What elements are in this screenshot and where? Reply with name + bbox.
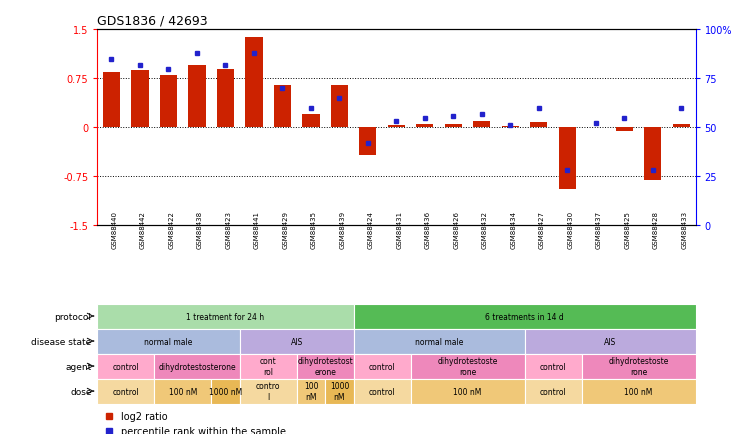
Text: GSM88425: GSM88425 [625, 210, 631, 249]
Bar [245, 38, 263, 128]
Bar [411, 378, 524, 404]
Bar [417, 125, 434, 128]
Bar [559, 128, 576, 190]
Text: GSM88436: GSM88436 [425, 210, 431, 249]
Bar [411, 354, 524, 378]
Bar [103, 72, 120, 128]
Bar [354, 304, 696, 329]
Bar [297, 378, 325, 404]
Text: AIS: AIS [604, 337, 616, 346]
Bar [217, 69, 234, 128]
Bar [331, 85, 348, 128]
Bar [582, 378, 696, 404]
Bar [211, 378, 239, 404]
Bar [524, 354, 582, 378]
Bar [502, 127, 519, 128]
Text: control: control [112, 362, 139, 371]
Text: dihydrotestoste
rone: dihydrotestoste rone [438, 356, 498, 376]
Bar [524, 329, 696, 354]
Text: GSM88423: GSM88423 [225, 210, 231, 249]
Text: log2 ratio: log2 ratio [121, 411, 168, 421]
Text: GSM88437: GSM88437 [596, 210, 602, 249]
Text: dihydrotestost
erone: dihydrotestost erone [297, 356, 353, 376]
Text: 1000 nM: 1000 nM [209, 387, 242, 396]
Text: protocol: protocol [55, 312, 91, 321]
Text: GSM88429: GSM88429 [283, 210, 289, 249]
Bar [354, 329, 524, 354]
Text: GSM88434: GSM88434 [510, 210, 516, 249]
Text: disease state: disease state [31, 337, 91, 346]
Text: GSM88442: GSM88442 [140, 210, 146, 249]
Text: GSM88427: GSM88427 [539, 210, 545, 249]
Bar [188, 66, 206, 128]
Text: GSM88440: GSM88440 [111, 210, 117, 249]
Text: GSM88428: GSM88428 [653, 210, 659, 249]
Text: AIS: AIS [290, 337, 303, 346]
Text: dihydrotestoste
rone: dihydrotestoste rone [608, 356, 669, 376]
Bar [97, 378, 154, 404]
Text: GSM88431: GSM88431 [396, 210, 402, 249]
Text: GSM88424: GSM88424 [368, 210, 374, 249]
Bar [97, 304, 354, 329]
Bar [239, 378, 297, 404]
Text: agent: agent [65, 362, 91, 371]
Text: contro
l: contro l [256, 381, 280, 401]
Text: GSM88439: GSM88439 [340, 210, 346, 249]
Bar [524, 378, 582, 404]
Bar [239, 329, 354, 354]
Bar [582, 354, 696, 378]
Bar [445, 125, 462, 128]
Bar [530, 123, 548, 128]
Text: control: control [540, 362, 566, 371]
Text: 100
nM: 100 nM [304, 381, 318, 401]
Text: GDS1836 / 42693: GDS1836 / 42693 [97, 15, 208, 28]
Bar [97, 329, 239, 354]
Text: control: control [369, 387, 396, 396]
Text: 100 nM: 100 nM [625, 387, 653, 396]
Bar [297, 354, 354, 378]
Bar [132, 71, 149, 128]
Text: GSM88433: GSM88433 [681, 210, 687, 249]
Bar [325, 378, 354, 404]
Bar [473, 122, 491, 128]
Text: dihydrotestosterone: dihydrotestosterone [158, 362, 236, 371]
Text: GSM88422: GSM88422 [168, 210, 174, 249]
Bar [154, 378, 211, 404]
Text: cont
rol: cont rol [260, 356, 277, 376]
Bar [673, 125, 690, 128]
Bar [160, 76, 177, 128]
Bar [154, 354, 239, 378]
Bar [239, 354, 297, 378]
Text: percentile rank within the sample: percentile rank within the sample [121, 426, 286, 434]
Text: GSM88432: GSM88432 [482, 210, 488, 249]
Text: GSM88430: GSM88430 [568, 210, 574, 249]
Text: normal male: normal male [144, 337, 193, 346]
Text: 1000
nM: 1000 nM [330, 381, 349, 401]
Bar [274, 85, 291, 128]
Bar [388, 126, 405, 128]
Text: normal male: normal male [415, 337, 463, 346]
Bar [354, 354, 411, 378]
Bar [354, 378, 411, 404]
Text: GSM88435: GSM88435 [311, 210, 317, 249]
Bar [644, 128, 661, 180]
Bar [359, 128, 376, 155]
Text: 100 nM: 100 nM [453, 387, 482, 396]
Text: 1 treatment for 24 h: 1 treatment for 24 h [186, 312, 265, 321]
Text: dose: dose [70, 387, 91, 396]
Bar [302, 115, 319, 128]
Text: control: control [540, 387, 566, 396]
Text: GSM88426: GSM88426 [453, 210, 459, 249]
Text: GSM88441: GSM88441 [254, 210, 260, 249]
Text: 100 nM: 100 nM [168, 387, 197, 396]
Bar [97, 354, 154, 378]
Text: 6 treatments in 14 d: 6 treatments in 14 d [485, 312, 564, 321]
Text: GSM88438: GSM88438 [197, 210, 203, 249]
Bar [616, 128, 633, 131]
Text: control: control [112, 387, 139, 396]
Text: control: control [369, 362, 396, 371]
